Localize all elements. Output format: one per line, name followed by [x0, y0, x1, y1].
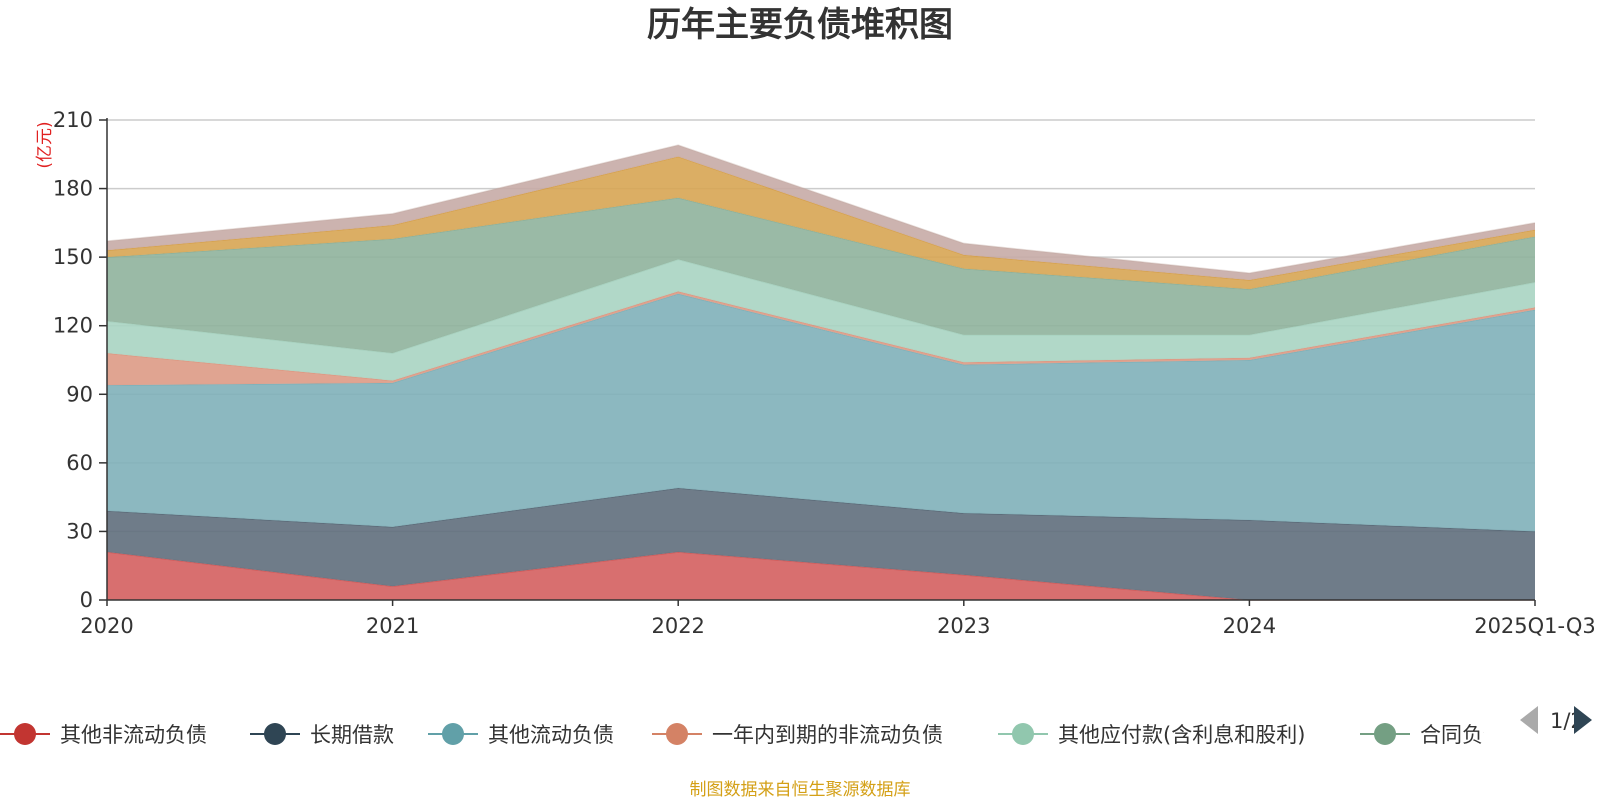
legend: 其他非流动负债 长期借款 其他流动负债 一年内到期的非流动负债 其他应付款(含利息和股利… — [0, 723, 1504, 747]
area-7 — [107, 156, 1535, 290]
legend-item[interactable]: 一年内到期的非流动负债 — [652, 723, 943, 747]
y-tick-label: 30 — [66, 519, 93, 543]
legend-item[interactable]: 其他流动负债 — [428, 723, 614, 747]
x-tick-label: 2021 — [366, 614, 419, 638]
axes: 0 30 60 90 120 150 180 210 2020 2021 2022 2023 2024 2… — [53, 108, 1596, 638]
legend-items: 其他非流动负债 长期借款 其他流动负债 一年内到期的非流动负债 其他应付款(含利息和股利… — [0, 723, 1504, 747]
chart-title: 历年主要负债堆积图 — [647, 5, 953, 45]
area-6 — [107, 197, 1535, 354]
legend-label: 一年内到期的非流动负债 — [712, 723, 943, 747]
area-3 — [107, 293, 1535, 532]
legend-marker-icon — [264, 723, 286, 745]
area-1 — [107, 552, 1535, 600]
legend-next-icon[interactable] — [1574, 706, 1592, 734]
x-tick-label: 2022 — [651, 614, 704, 638]
area-4 — [107, 291, 1535, 386]
legend-label: 合同负债 — [1420, 723, 1504, 747]
y-tick-label: 120 — [53, 314, 93, 338]
legend-marker-icon — [666, 723, 688, 745]
y-tick-label: 210 — [53, 108, 93, 132]
legend-label: 其他应付款(含利息和股利) — [1058, 723, 1305, 747]
y-tick-label: 90 — [66, 382, 93, 406]
y-tick-label: 150 — [53, 245, 93, 269]
legend-pager: 1/2 — [1520, 706, 1592, 734]
area-5 — [107, 259, 1535, 381]
x-tick-label: 2024 — [1223, 614, 1276, 638]
y-axis-unit: (亿元) — [35, 121, 55, 168]
source-note: 制图数据来自恒生聚源数据库 — [690, 780, 911, 800]
legend-marker-icon — [1012, 723, 1034, 745]
y-tick-label: 180 — [53, 177, 93, 201]
legend-marker-icon — [14, 723, 36, 745]
legend-label: 其他流动负债 — [488, 723, 614, 747]
legend-item[interactable]: 其他应付款(含利息和股利) — [998, 723, 1305, 747]
x-tick-label: 2025Q1-Q3 — [1474, 614, 1596, 638]
series-line-8 — [106, 144, 1536, 274]
legend-item[interactable]: 其他非流动负债 — [0, 723, 207, 747]
y-tick-label: 0 — [80, 588, 93, 612]
legend-item[interactable]: 长期借款 — [250, 723, 394, 747]
legend-marker-icon — [442, 723, 464, 745]
area-series — [106, 144, 1536, 601]
legend-item[interactable]: 合同负债 — [1360, 723, 1504, 747]
legend-label: 长期借款 — [310, 723, 394, 747]
legend-label: 其他非流动负债 — [60, 723, 207, 747]
x-tick-label: 2020 — [80, 614, 133, 638]
x-tick-label: 2023 — [937, 614, 990, 638]
area-2 — [107, 488, 1535, 600]
legend-marker-icon — [1374, 723, 1396, 745]
legend-prev-icon[interactable] — [1520, 706, 1538, 734]
y-tick-label: 60 — [66, 451, 93, 475]
